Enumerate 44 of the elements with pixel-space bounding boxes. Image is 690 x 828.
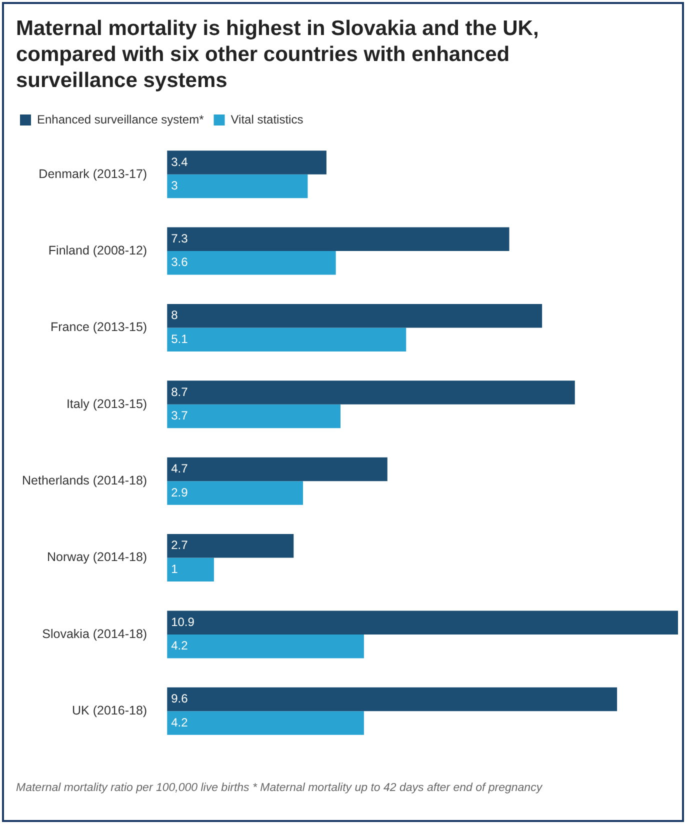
legend-label: Enhanced surveillance system* (37, 112, 204, 126)
data-label: 1 (171, 562, 178, 576)
data-label: 3.4 (171, 154, 188, 169)
bar (167, 328, 406, 352)
bar (167, 150, 326, 174)
bar (167, 380, 575, 404)
data-label: 4.2 (171, 638, 188, 653)
bar (167, 457, 388, 482)
y-tick-label: UK (2016-18) (72, 704, 148, 718)
bar (167, 634, 364, 658)
bar (167, 711, 364, 735)
bar (167, 251, 336, 275)
chart-title: Maternal mortality is highest in Slovakia and the UK, compared with six other countries with enhanced surveillance systems (16, 16, 540, 94)
data-label: 10.9 (171, 614, 195, 629)
bar (167, 687, 618, 712)
data-label: 2.9 (171, 485, 188, 500)
data-label: 7.3 (171, 231, 188, 246)
data-label: 4.7 (171, 462, 188, 476)
y-tick-label: Slovakia (2014-18) (42, 626, 148, 641)
legend-label: Vital statistics (230, 112, 304, 126)
bar (167, 404, 341, 428)
bar (167, 304, 542, 328)
data-label: 4.2 (171, 715, 188, 730)
y-tick-label: Denmark (2013-17) (38, 166, 148, 181)
data-label: 3 (171, 178, 178, 193)
y-tick-label: France (2013-15) (50, 320, 148, 334)
data-label: 5.1 (171, 332, 188, 346)
y-tick-label: Norway (2014-18) (47, 550, 148, 564)
bar (167, 558, 214, 582)
data-label: 3.7 (171, 408, 188, 423)
data-label: 9.6 (171, 692, 188, 706)
bar (167, 227, 510, 252)
data-label: 8.7 (171, 384, 188, 399)
y-tick-label: Finland (2008-12) (48, 243, 148, 258)
bar (167, 174, 308, 198)
data-label: 8 (171, 308, 178, 322)
data-label: 2.7 (171, 538, 188, 552)
data-label: 3.6 (171, 255, 188, 270)
bar (167, 481, 304, 505)
bar (167, 534, 294, 558)
y-tick-label: Italy (2013-15) (66, 396, 148, 411)
y-tick-label: Netherlands (2014-18) (22, 474, 148, 488)
bar (167, 610, 678, 634)
text: Maternal mortality ratio per 100,000 live births * Maternal mortality up to 42 days after end of pregnancy (16, 782, 542, 794)
